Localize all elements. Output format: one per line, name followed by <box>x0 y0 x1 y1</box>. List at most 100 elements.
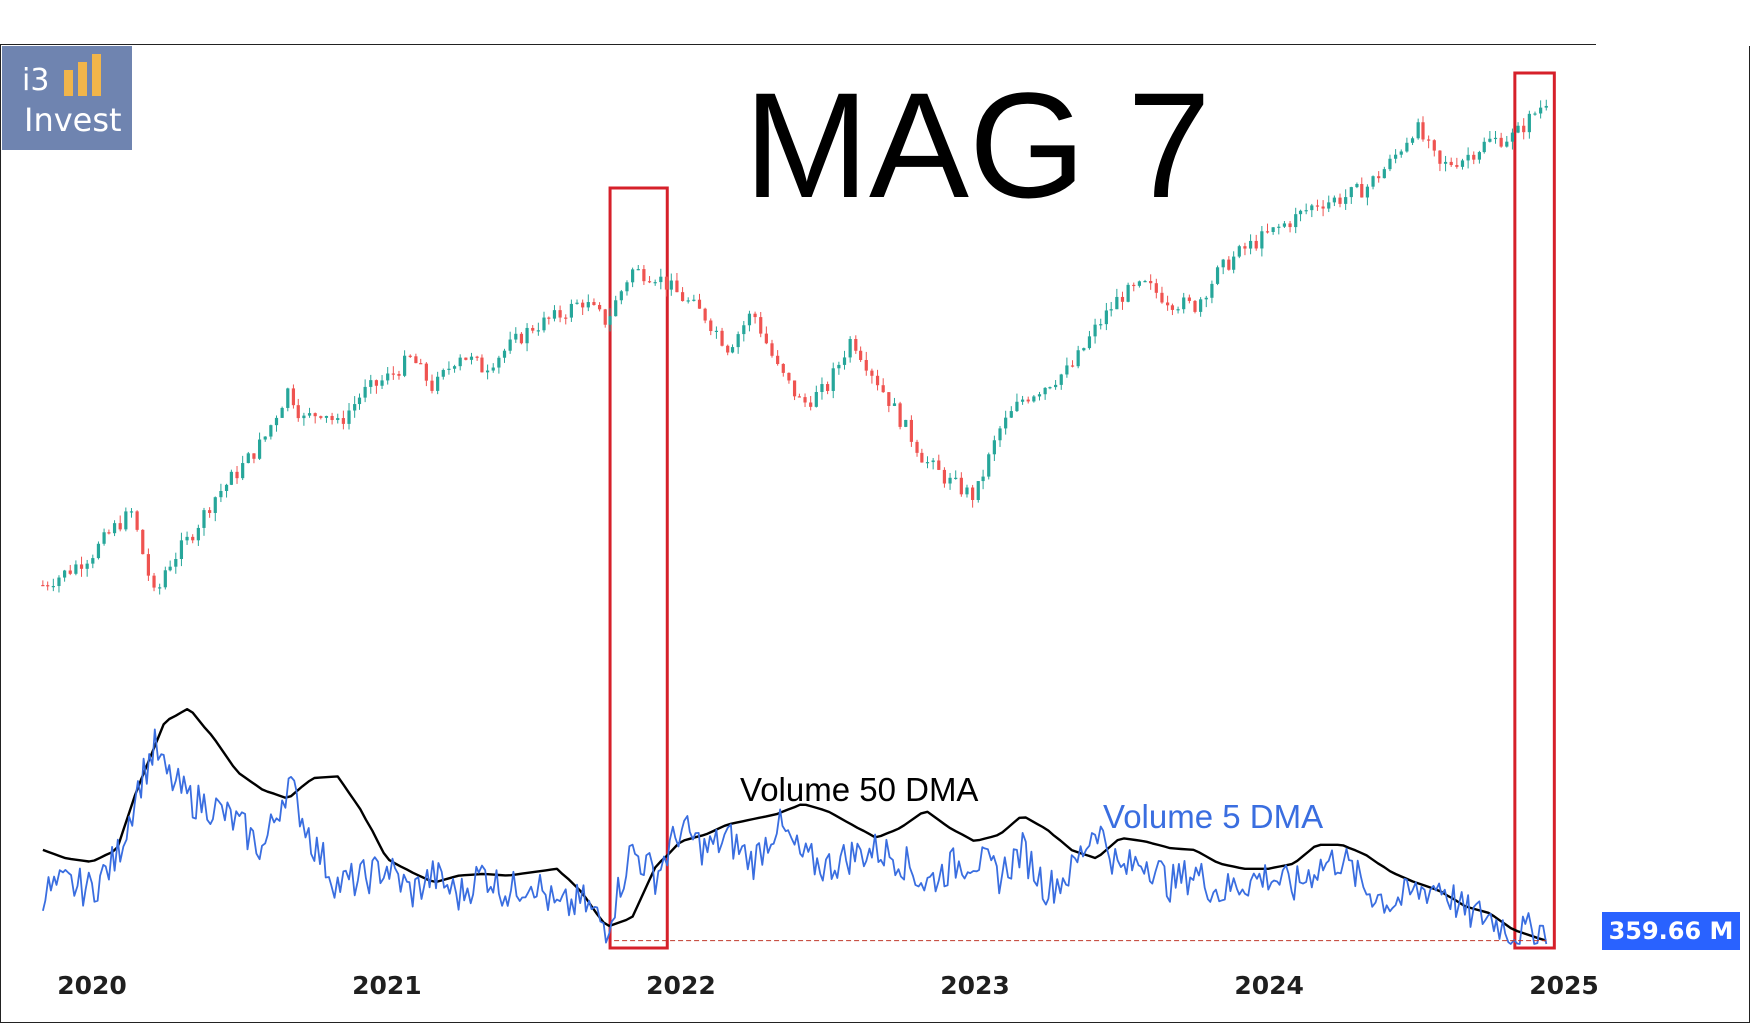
volume-50dma-label: Volume 50 DMA <box>740 771 978 808</box>
candle-body <box>324 415 329 418</box>
candle-body <box>291 388 296 406</box>
volume-50dma-series <box>42 708 1547 942</box>
candle-body <box>41 585 45 587</box>
candle-body <box>280 407 284 418</box>
candle-body <box>837 364 841 369</box>
candle-body <box>1310 205 1314 211</box>
candle-body <box>642 269 646 282</box>
candle-body <box>714 330 719 333</box>
candle-body <box>753 313 757 318</box>
candle-body <box>787 372 791 381</box>
candle-body <box>196 527 200 541</box>
candle-body <box>647 281 652 283</box>
candle-body <box>158 587 162 589</box>
chart-title: MAG 7 <box>744 61 1211 229</box>
candle-body <box>102 532 106 544</box>
candle-body <box>502 350 507 358</box>
candle-body <box>614 300 618 317</box>
candle-body <box>1377 176 1381 179</box>
candle-body <box>703 308 707 321</box>
x-axis-ticks: 2020 2021 2022 2023 2024 2025 <box>57 971 1599 1000</box>
candle-body <box>742 325 746 335</box>
candle-body <box>1493 137 1498 140</box>
candle-body <box>296 405 300 419</box>
candle-body <box>720 330 724 346</box>
candle-body <box>925 462 930 464</box>
candle-body <box>965 487 969 495</box>
candle-body <box>1248 240 1253 249</box>
candle-body <box>1421 122 1425 140</box>
candle-body <box>1093 324 1097 337</box>
candle-body <box>998 428 1002 441</box>
candle-body <box>1037 394 1042 397</box>
vol5-line <box>42 728 1548 945</box>
candle-body <box>380 380 384 386</box>
candle-body <box>441 369 445 377</box>
candle-body <box>369 380 373 387</box>
candle-body <box>107 532 111 534</box>
candle-body <box>898 403 902 427</box>
candle-body <box>575 302 579 304</box>
candle-body <box>1516 125 1520 133</box>
candle-body <box>1070 365 1075 367</box>
candle-body <box>357 397 362 405</box>
candle-body <box>1277 226 1281 228</box>
candle-body <box>1059 374 1063 385</box>
candle-body <box>1032 396 1036 402</box>
candle-body <box>46 585 50 587</box>
candle-body <box>1204 297 1208 300</box>
candle-body <box>79 564 84 569</box>
candle-body <box>1304 210 1308 212</box>
candle-body <box>547 317 551 319</box>
candle-body <box>692 299 696 301</box>
candle-body <box>269 425 273 437</box>
candle-body <box>403 355 407 376</box>
candle-body <box>485 370 490 373</box>
candle-body <box>1466 154 1470 161</box>
candle-body <box>981 476 985 482</box>
candle-body <box>1160 292 1164 303</box>
candle-body <box>709 320 713 332</box>
candle-body <box>246 453 250 464</box>
candle-body <box>1371 176 1375 187</box>
candle-body <box>141 529 145 555</box>
candle-body <box>224 484 229 491</box>
candle-body <box>85 563 89 569</box>
candle-body <box>959 477 963 495</box>
candle-body <box>1082 348 1086 351</box>
candle-body <box>257 439 262 459</box>
candle-body <box>664 276 669 290</box>
candle-body <box>792 380 797 397</box>
candle-body <box>1065 365 1069 375</box>
candle-body <box>625 282 629 292</box>
candle-body <box>976 481 980 501</box>
candle-body <box>1365 186 1370 198</box>
candle-body <box>1232 256 1236 270</box>
candle-body <box>302 415 306 419</box>
candle-body <box>842 357 847 365</box>
last-volume-label: 359.66 M <box>1602 912 1740 950</box>
candle-body <box>519 333 524 344</box>
candle-body <box>864 359 868 371</box>
candle-body <box>1026 399 1030 402</box>
candle-body <box>1009 411 1013 418</box>
candle-body <box>118 523 122 530</box>
bar-chart-icon-bar-2 <box>78 62 87 96</box>
candle-body <box>124 511 128 530</box>
candle-body <box>892 403 897 406</box>
volume-5dma-series <box>42 728 1548 945</box>
candle-body <box>480 357 484 373</box>
candle-body <box>202 510 206 528</box>
candle-body <box>229 471 233 485</box>
candle-body <box>1360 183 1364 198</box>
candle-body <box>920 452 924 463</box>
candle-body <box>1355 183 1359 188</box>
frame-gap <box>1596 44 1752 46</box>
candle-body <box>1533 113 1537 115</box>
candle-body <box>112 523 117 534</box>
candle-body <box>374 380 379 386</box>
candle-body <box>831 368 835 391</box>
candle-body <box>592 302 596 305</box>
candle-body <box>686 300 690 302</box>
